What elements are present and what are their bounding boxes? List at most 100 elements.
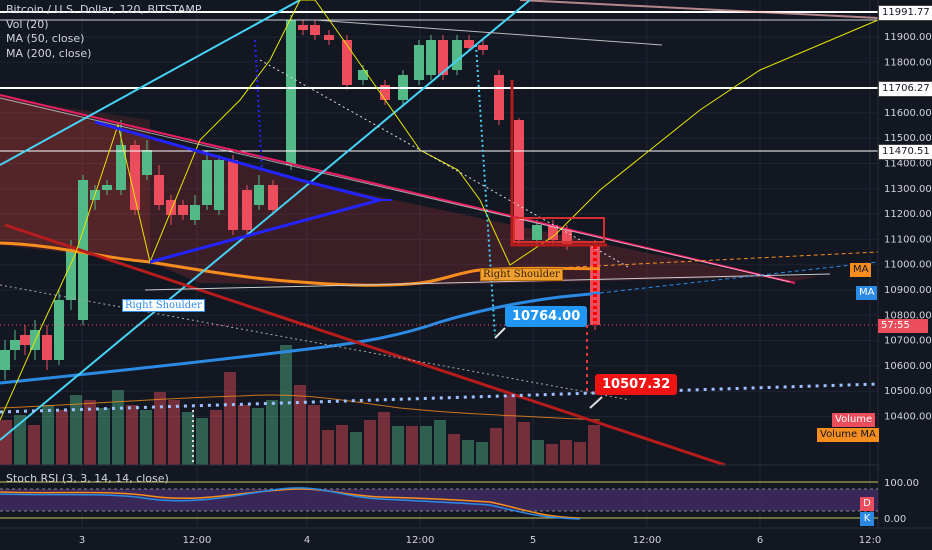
volume-bar <box>504 395 516 465</box>
price-tick-label: 11200.00 <box>884 209 932 220</box>
time-tick-label: 3 <box>79 535 85 546</box>
candle-body <box>478 45 488 50</box>
main-legend: Bitcoin / U.S. Dollar, 120, BITSTAMP Vol… <box>6 3 202 61</box>
dotted-grey-slope <box>0 284 631 401</box>
rsi-d-tag: D <box>860 497 874 511</box>
dotted-blue-drop <box>254 39 263 171</box>
volume-bar <box>294 385 306 465</box>
volume-bar <box>546 444 558 465</box>
upper-grey <box>314 19 663 46</box>
volume-bar <box>392 426 404 465</box>
ma200-line <box>0 291 601 385</box>
price-tick-label: 10400.00 <box>884 412 932 423</box>
target-up-callout[interactable]: 10764.00 <box>505 306 588 327</box>
rsi-k-line <box>0 487 581 520</box>
volume-bar <box>588 425 600 465</box>
right-shoulder-label-upper[interactable]: Right Shoulder <box>480 268 563 281</box>
time-tick-label: 12:00 <box>183 535 212 546</box>
time-axis-ticks[interactable]: 3 12:00 4 12:00 5 12:00 6 12:0 <box>79 535 881 546</box>
volume-bar <box>560 440 572 465</box>
channel-cyan-bottom <box>0 0 531 441</box>
volume-bar <box>252 408 264 465</box>
candle-body <box>116 145 126 190</box>
volume-bar <box>490 428 502 465</box>
rsi-legend[interactable]: Stoch RSI (3, 3, 14, 14, close) <box>6 472 169 485</box>
legend-ma50[interactable]: MA (50, close) <box>6 32 85 45</box>
candle-body <box>426 40 436 75</box>
volume-bar <box>266 400 278 465</box>
volume-bar <box>532 440 544 465</box>
candle-body <box>514 120 524 240</box>
volume-bar <box>154 392 166 465</box>
price-tick-label: 10600.00 <box>884 361 932 372</box>
candle-body <box>548 225 558 240</box>
volume-bar <box>420 426 432 465</box>
candle-body <box>342 40 352 85</box>
candle-body <box>464 40 474 48</box>
blue-triangle <box>94 120 386 264</box>
time-axis-bg <box>0 528 878 550</box>
symbol-title[interactable]: Bitcoin / U.S. Dollar, 120, BITSTAMP <box>6 3 202 16</box>
candle-body <box>286 20 296 165</box>
volume-bar <box>98 408 110 465</box>
volume-bar <box>0 420 12 465</box>
candle-body <box>54 300 64 360</box>
candle-body <box>66 250 76 300</box>
channel-cyan-top <box>0 0 301 166</box>
ma50-tag: MA <box>850 263 872 277</box>
volume-bar <box>56 410 68 465</box>
time-tick-label: 12:0 <box>859 535 881 546</box>
volume-tag: Volume <box>832 413 876 427</box>
volume-ma-line <box>0 394 601 421</box>
candle-body <box>102 185 112 190</box>
dotted-support-blue <box>0 382 879 414</box>
candle-body <box>10 340 20 350</box>
candle-body <box>130 145 140 210</box>
candle-body <box>324 35 334 40</box>
left-shoulder-fill <box>0 98 150 262</box>
time-tick-label: 4 <box>304 535 310 546</box>
candle-body <box>298 25 308 30</box>
volume-ma-tag: Volume MA <box>817 428 879 442</box>
volume-bar <box>364 420 376 465</box>
candle-body <box>154 175 164 205</box>
volume-bar <box>378 412 390 465</box>
red-consolidation-box <box>513 217 605 243</box>
candle-body <box>202 160 212 205</box>
volume-bar <box>14 415 26 465</box>
volume-bar <box>406 426 418 465</box>
price-tick-label: 11800.00 <box>884 57 932 68</box>
volume-bar <box>322 430 334 465</box>
candle-body <box>166 200 176 215</box>
volume-bar <box>224 372 236 465</box>
candle-body <box>380 85 390 100</box>
neckline-white <box>0 97 791 283</box>
target-down-callout[interactable]: 10507.32 <box>595 374 678 395</box>
price-tick-label: 11100.00 <box>884 234 932 245</box>
volume-bar <box>168 400 180 465</box>
support-red <box>4 223 726 467</box>
dotted-white-slope <box>259 59 631 269</box>
price-tick-label: 11500.00 <box>884 133 932 144</box>
dashed-ma200-ext <box>599 261 879 294</box>
rsi-band <box>0 489 878 511</box>
candle-body <box>242 190 252 230</box>
price-tick-label: 11900.00 <box>884 32 932 43</box>
candle-body <box>414 45 424 80</box>
right-shoulder-label-lower[interactable]: Right Shoulder <box>122 299 205 312</box>
red-drop-marker <box>510 80 607 247</box>
candle-body <box>214 160 224 210</box>
legend-ma200[interactable]: MA (200, close) <box>6 46 92 60</box>
volume-bar <box>448 434 460 465</box>
rsi-d-line <box>0 488 581 519</box>
price-tick-label: 10900.00 <box>884 285 932 296</box>
legend-vol[interactable]: Vol (20) <box>6 17 49 31</box>
candle-body <box>358 70 368 80</box>
price-tick-label: 10800.00 <box>884 310 932 321</box>
candle-body <box>438 40 448 75</box>
candle-body <box>562 230 572 245</box>
candle-body <box>142 150 152 175</box>
volume-bar <box>476 442 488 465</box>
